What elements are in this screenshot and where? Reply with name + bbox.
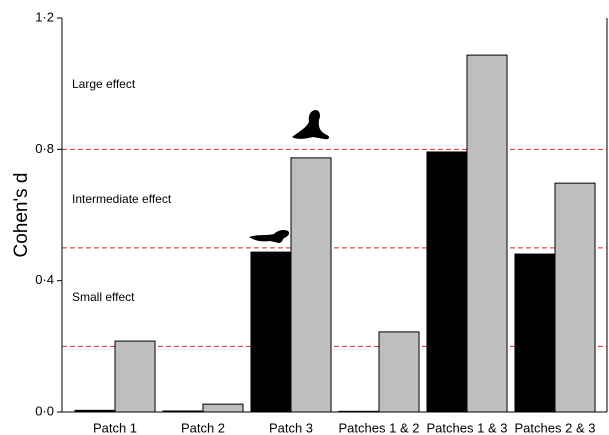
bar bbox=[555, 183, 595, 412]
annotation: Small effect bbox=[72, 290, 135, 304]
x-tick-label: Patches 2 & 3 bbox=[515, 420, 596, 435]
y-tick-label: 0·4 bbox=[35, 272, 54, 287]
seal-icon bbox=[249, 230, 289, 243]
chart: Cohen's d Large effect Intermediate effec… bbox=[0, 0, 609, 435]
x-tick-label: Patches 1 & 3 bbox=[427, 420, 508, 435]
bar bbox=[427, 152, 467, 412]
annotation: Large effect bbox=[72, 77, 136, 91]
y-tick-label: 0·8 bbox=[35, 141, 54, 156]
y-axis-label: Cohen's d bbox=[11, 173, 32, 258]
x-tick-label: Patch 1 bbox=[93, 420, 137, 435]
x-tick-label: Patch 3 bbox=[269, 420, 313, 435]
y-tick-label: 1·2 bbox=[35, 9, 54, 24]
x-tick-label: Patches 1 & 2 bbox=[339, 420, 420, 435]
bar bbox=[291, 158, 331, 412]
bar bbox=[379, 332, 419, 412]
bar bbox=[467, 55, 507, 412]
annotation: Intermediate effect bbox=[72, 192, 172, 206]
y-tick-label: 0·0 bbox=[35, 403, 54, 418]
bar bbox=[203, 404, 243, 412]
bar bbox=[115, 341, 155, 412]
seal-icon bbox=[292, 110, 329, 139]
bar bbox=[251, 252, 291, 412]
bar bbox=[515, 254, 555, 412]
x-tick-label: Patch 2 bbox=[181, 420, 225, 435]
